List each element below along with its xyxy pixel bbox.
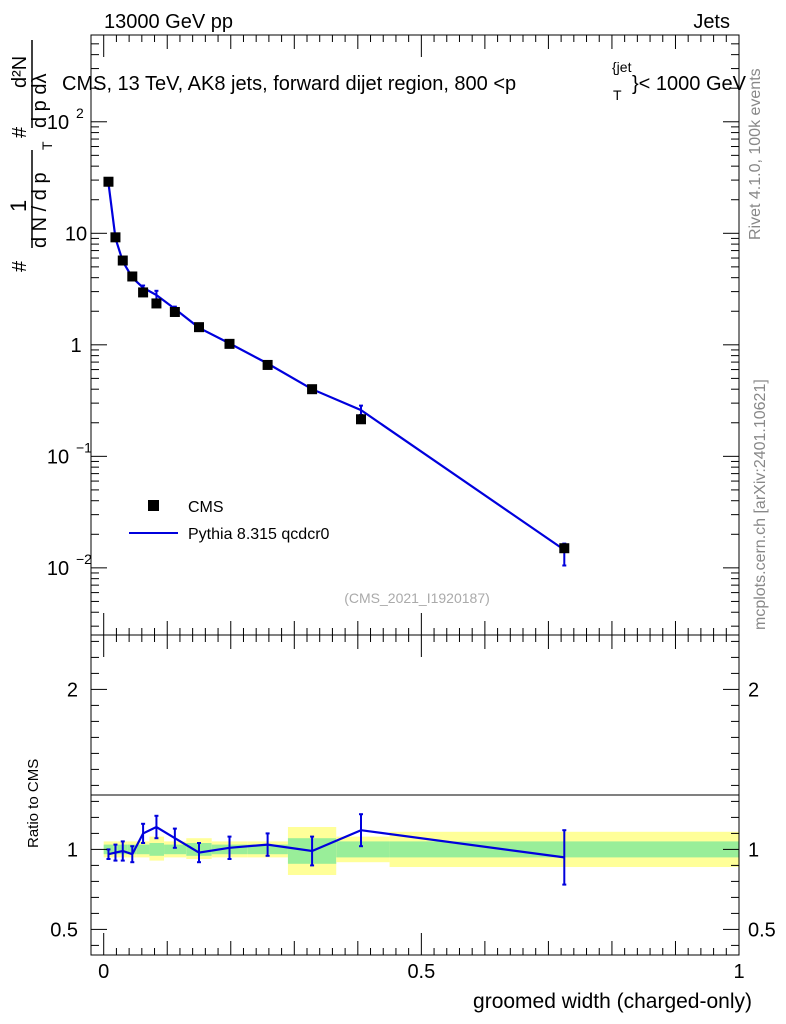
y-tick-label: 10	[65, 223, 87, 245]
ratio-band-green	[149, 843, 165, 856]
y-label-hash2: #	[9, 126, 31, 138]
mcplots-label: mcplots.cern.ch [arXiv:2401.10621]	[752, 379, 769, 630]
chart-title: CMS, 13 TeV, AK8 jets, forward dijet reg…	[62, 59, 747, 103]
cms-data-point	[356, 414, 366, 425]
title-tail: }< 1000 GeV	[632, 73, 747, 95]
ratio-band-green	[336, 841, 390, 858]
ratio-y-tick-label-left: 1	[67, 839, 78, 861]
ratio-band-green	[136, 844, 150, 855]
title-main: CMS, 13 TeV, AK8 jets, forward dijet reg…	[62, 73, 516, 95]
y-label-frac2-den: d p dλ	[29, 74, 51, 128]
y-label-frac2-num: d²N	[9, 56, 31, 88]
y-label-sub: T	[39, 141, 55, 150]
ratio-y-tick-label-left: 2	[67, 679, 78, 701]
main-panel-frame	[90, 34, 740, 636]
ratio-tick-labels: 0.5 0.51 12 20 0.5 1	[50, 679, 776, 983]
ratio-axis-ticks	[90, 635, 740, 955]
y-tick-label: 10	[47, 112, 69, 134]
ratio-y-tick-label-right: 2	[748, 679, 759, 701]
header-right: Jets	[693, 11, 730, 33]
legend: CMS Pythia 8.315 qcdcr0	[129, 499, 330, 543]
ratio-y-label: Ratio to CMS	[25, 759, 42, 848]
ratio-y-tick-label-right: 0.5	[748, 919, 776, 941]
legend-pythia-label: Pythia 8.315 qcdcr0	[188, 526, 330, 543]
main-axis-ticks	[90, 34, 740, 635]
x-tick-label: 0.5	[407, 961, 435, 983]
x-axis-label: groomed width (charged-only)	[473, 990, 752, 1013]
y-tick-label: 1	[70, 335, 81, 357]
cms-data-point	[224, 338, 235, 349]
x-tick-label: 1	[733, 961, 744, 983]
cms-data-point	[307, 384, 318, 395]
y-tick-label: 10	[47, 446, 69, 468]
y-tick-label-exponent: −1	[76, 439, 92, 455]
pythia-line	[107, 183, 565, 551]
cms-data-point	[110, 232, 121, 243]
title-sub: T	[613, 87, 622, 103]
cms-data-point	[127, 271, 138, 282]
main-y-tick-labels: 10 −2 10 −1 1 10 10 2	[47, 105, 92, 580]
ratio-panel-frame	[90, 634, 740, 956]
legend-cms-label: CMS	[188, 499, 224, 516]
rivet-label: Rivet 4.1.0, 100k events	[747, 68, 764, 240]
title-sup: {jet	[612, 59, 632, 75]
y-tick-label: 10	[47, 558, 69, 580]
cms-data-point	[117, 255, 128, 266]
cms-data-point	[194, 322, 204, 333]
y-tick-label-exponent: −2	[76, 551, 92, 567]
legend-cms-marker	[148, 500, 159, 511]
y-axis-label: # 1 d N / d p T # d²N d p dλ	[6, 40, 55, 272]
ratio-y-tick-label-right: 1	[748, 839, 759, 861]
cms-data-point	[103, 176, 114, 187]
y-label-frac1-den: d N / d p	[29, 172, 51, 248]
y-tick-label-exponent: 2	[76, 105, 84, 121]
cms-data-point	[559, 543, 570, 554]
analysis-watermark: (CMS_2021_I1920187)	[344, 590, 490, 606]
ratio-band-green	[164, 844, 187, 855]
x-tick-label: 0	[98, 961, 109, 983]
cms-data-point	[169, 306, 180, 317]
cms-data-point	[138, 287, 149, 298]
cms-data-point	[151, 298, 162, 309]
y-label-frac1-num: 1	[6, 200, 31, 212]
y-label-hash: #	[9, 260, 31, 272]
ratio-y-tick-label-left: 0.5	[50, 919, 78, 941]
header-left: 13000 GeV pp	[104, 11, 233, 33]
ratio-data-layer	[106, 813, 567, 886]
main-data-layer	[103, 176, 570, 567]
cms-data-point	[262, 359, 273, 370]
